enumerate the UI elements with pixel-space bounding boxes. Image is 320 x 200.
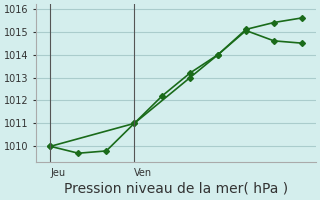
Text: Ven: Ven: [134, 168, 152, 178]
X-axis label: Pression niveau de la mer( hPa ): Pression niveau de la mer( hPa ): [64, 182, 288, 196]
Text: Jeu: Jeu: [51, 168, 66, 178]
